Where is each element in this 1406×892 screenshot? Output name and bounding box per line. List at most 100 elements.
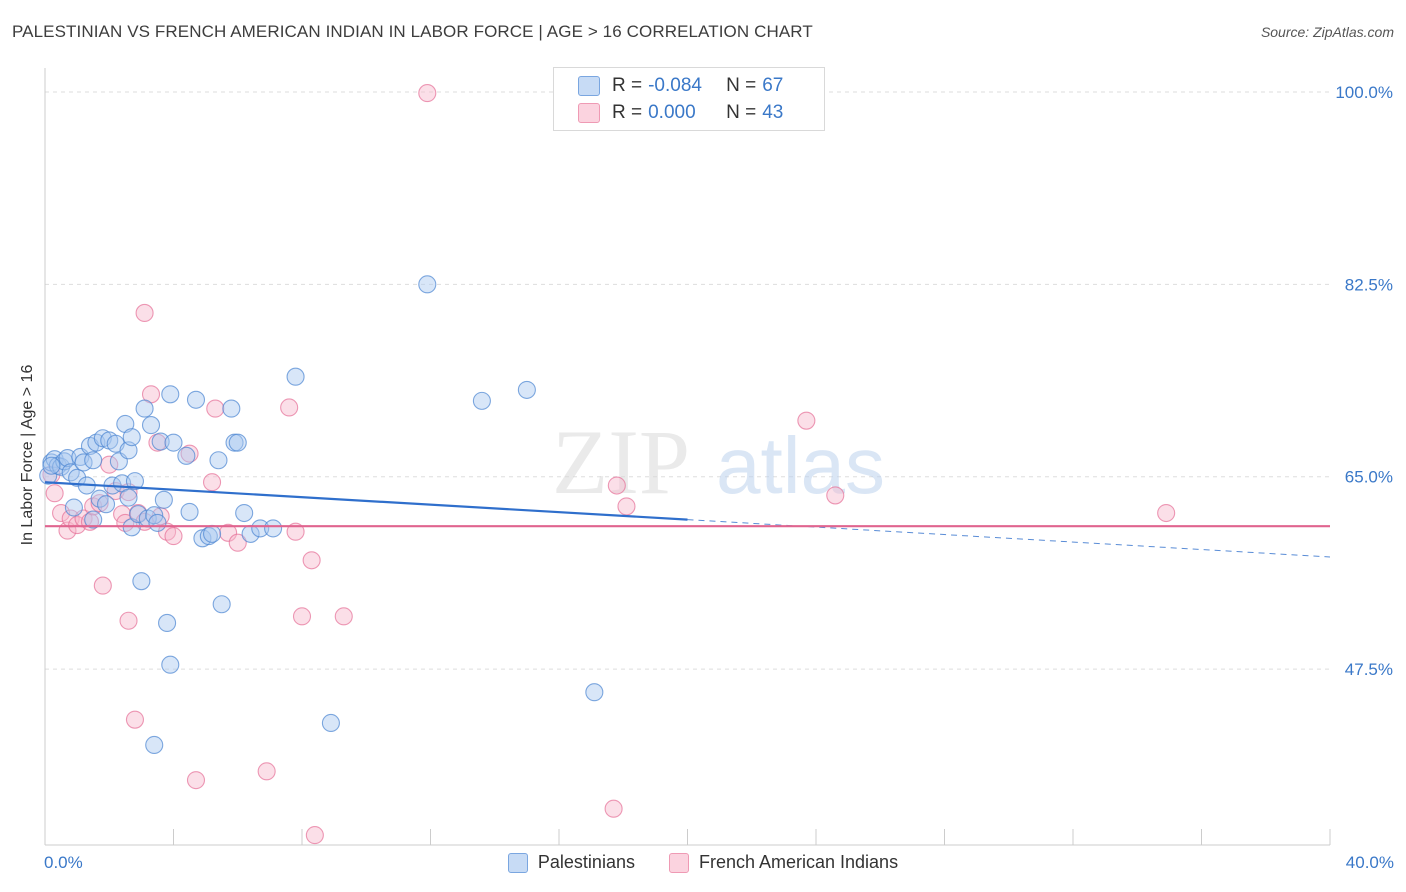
palestinian-point-28 [122,428,141,447]
french-american-indian-point-35 [292,607,312,626]
french-american-indian-point-27 [186,771,206,790]
palestinian-point-47 [186,390,206,409]
palestinian-point-59 [264,519,283,538]
palestinian-point-25 [116,414,135,434]
palestinian-point-43 [164,433,183,452]
y-tick-label-3: 47.5% [1345,660,1393,679]
french-american-indian-point-32 [257,762,276,781]
y-tick-label-2: 65.0% [1345,468,1393,487]
y-tick-labels: 100.0% 82.5% 65.0% 47.5% [1335,83,1393,679]
palestinian-point-45 [177,446,196,465]
watermark-zip: ZIP [552,411,690,513]
palestinian-point-52 [212,595,231,614]
legend-label-french-american-indians: French American Indians [698,852,899,872]
x-tick-right: 40.0% [1345,853,1394,872]
palestinian-point-38 [151,432,170,451]
x-tick-left: 0.0% [44,853,83,872]
y-axis-title: In Labor Force | Age > 16 [19,364,36,546]
stats-row-palestinians: R = -0.084 N = 67 [578,73,783,99]
palestinian-point-19 [96,495,116,514]
y-tick-label-0: 100.0% [1335,83,1393,102]
palestinian-point-64 [517,380,536,399]
palestinian-point-31 [129,505,148,524]
palestinian-point-39 [154,490,173,509]
stats-n-value: 67 [762,75,784,96]
palestinian-point-27 [119,488,138,507]
french-american-indian-point-45 [604,799,623,818]
palestinian-point-66 [42,456,61,475]
french-american-indian-point-28 [203,473,222,492]
french-american-indian-point-40 [607,476,626,495]
palestinian-point-62 [418,275,437,294]
french-american-indian-point-26 [180,444,199,463]
trend-line-palestinians-extension [687,519,1331,558]
palestinian-point-50 [203,524,222,543]
source-label: Source: ZipAtlas.com [1260,24,1394,40]
grid [45,91,1330,670]
stats-r-label: R = [612,75,643,96]
y-tick-label-1: 82.5% [1345,275,1393,294]
palestinian-point-60 [286,367,305,386]
palestinian-point-65 [585,683,604,702]
palestinian-point-51 [209,451,228,470]
stats-legend: R = -0.084 N = 67 R = 0.000 N = 43 [553,67,825,131]
palestinian-point-35 [141,416,161,435]
stats-r-value: -0.084 [648,75,702,96]
french-american-indian-point-16 [119,611,138,630]
palestinian-point-42 [161,385,180,404]
french-american-indian-point-25 [164,527,183,546]
french-american-indian-point-33 [280,398,299,417]
palestinian-point-16 [84,510,103,529]
watermark-atlas: atlas [716,421,885,510]
french-american-indian-point-42 [797,411,816,430]
palestinian-point-37 [148,513,167,532]
legend-swatch-palestinians [507,852,528,873]
french-american-indian-point-30 [219,523,238,542]
palestinian-point-32 [132,572,151,591]
palestinian-point-44 [145,735,164,755]
points-palestinians [39,275,604,755]
palestinian-point-53 [222,399,241,418]
french-american-indian-point-44 [1157,503,1176,523]
chart-title: PALESTINIAN VS FRENCH AMERICAN INDIAN IN… [12,22,813,41]
palestinian-point-40 [158,613,177,632]
stats-n-value: 43 [762,102,784,123]
bottom-legend: Palestinians French American Indians [0,852,1406,873]
french-american-indian-point-43 [826,486,845,505]
palestinian-point-49 [199,527,218,546]
palestinian-point-14 [84,451,103,470]
legend-item-palestinians[interactable]: Palestinians [507,852,635,873]
french-american-indian-point-20 [135,303,154,322]
palestinian-point-9 [68,468,87,487]
french-american-indian-point-41 [617,497,636,516]
french-american-indian-point-1 [45,484,64,503]
legend-item-french-american-indians[interactable]: French American Indians [668,852,899,873]
french-american-indian-point-38 [334,607,353,626]
trend-lines [44,481,1331,558]
stats-n-label: N = [726,75,757,96]
french-american-indian-point-34 [286,522,305,541]
french-american-indian-point-17 [125,710,144,729]
stats-swatch-french-american-indians [578,103,600,123]
stats-n-label: N = [726,102,757,123]
palestinian-point-63 [472,391,491,410]
palestinian-point-33 [135,399,154,418]
legend-label-palestinians: Palestinians [537,852,635,872]
stats-r-label: R = [612,102,643,123]
palestinian-point-61 [321,713,340,733]
french-american-indian-point-31 [228,533,247,552]
french-american-indian-point-39 [418,84,437,103]
trend-line-palestinians [44,481,688,521]
palestinian-point-46 [180,502,199,521]
french-american-indian-point-9 [90,494,109,513]
palestinian-point-8 [64,498,83,517]
palestinian-point-29 [125,472,144,491]
french-american-indian-point-37 [305,826,324,845]
french-american-indian-point-10 [93,576,112,595]
stats-r-value: 0.000 [648,102,696,123]
palestinian-point-41 [161,655,180,674]
palestinian-point-58 [251,519,270,538]
legend-swatch-french-american-indians [668,852,689,873]
palestinian-point-56 [235,503,254,523]
